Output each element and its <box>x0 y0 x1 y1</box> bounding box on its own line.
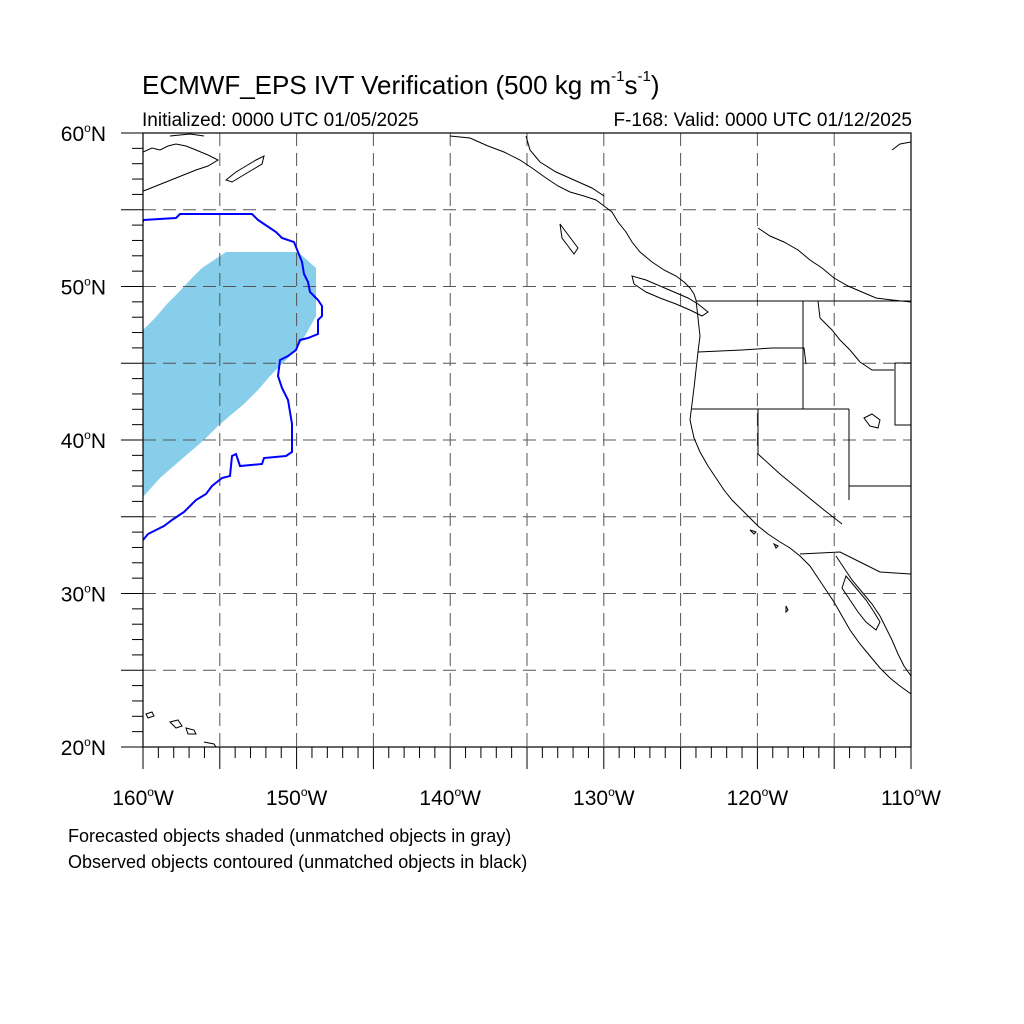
island-guadalupe <box>785 605 789 614</box>
border-alaska-canada <box>525 135 605 197</box>
coastline-haida-gwaii <box>559 223 579 255</box>
coastline-panhandle <box>449 135 697 301</box>
island-channel-1 <box>749 529 757 535</box>
coastline-vancouver-island <box>631 275 709 317</box>
coastline-north-interior <box>757 227 911 303</box>
island-channel-2 <box>772 542 779 549</box>
coastline-kodiak <box>224 155 265 183</box>
coastline-us-west <box>689 299 911 695</box>
observed-legend-note: Observed objects contoured (unmatched ob… <box>68 852 528 872</box>
lake-great-salt <box>863 413 881 429</box>
lon-tick-label: 120oW <box>727 785 789 810</box>
lat-tick-label: 50oN <box>61 275 106 300</box>
island-hawaii-3 <box>185 727 197 735</box>
lon-tick-label: 110oW <box>881 785 941 810</box>
coastline-baja <box>835 555 911 677</box>
observed-ivt-contour <box>143 213 323 541</box>
longitude-labels: 160oW 150oW 140oW 130oW 120oW 110oW <box>112 785 941 810</box>
lon-tick-label: 140oW <box>419 785 481 810</box>
lon-tick-label: 150oW <box>266 785 328 810</box>
lon-tick-label: 130oW <box>573 785 635 810</box>
lat-tick-label: 60oN <box>61 121 106 146</box>
coastline-northeast <box>891 141 911 151</box>
border-wa-or <box>697 347 807 365</box>
island-hawaii-1 <box>145 711 155 719</box>
latitude-labels: 20oN 30oN 40oN 50oN 60oN <box>61 121 106 760</box>
island-hawaii-2 <box>169 719 183 729</box>
coastline-top-edge <box>169 133 205 137</box>
forecast-legend-note: Forecasted objects shaded (unmatched obj… <box>68 826 512 846</box>
border-us-mexico <box>799 551 911 575</box>
coastline-gulf-california <box>841 574 881 631</box>
lat-tick-label: 40oN <box>61 428 106 453</box>
island-hawaii-4 <box>203 741 217 747</box>
map-gridlines <box>143 133 911 747</box>
coastline-alaska-peninsula <box>143 143 220 192</box>
border-montana <box>894 362 911 426</box>
lat-tick-label: 20oN <box>61 735 106 760</box>
initialized-time: Initialized: 0000 UTC 01/05/2025 <box>142 110 419 131</box>
map-ticks <box>121 132 912 769</box>
valid-time: F-168: Valid: 0000 UTC 01/12/2025 <box>613 110 912 131</box>
border-idaho-east <box>817 300 894 371</box>
border-ca-nv <box>757 409 843 525</box>
lon-tick-label: 160oW <box>112 785 174 810</box>
map-title: ECMWF_EPS IVT Verification (500 kg m-1s-… <box>142 68 660 100</box>
forecast-ivt-object <box>143 252 316 497</box>
lat-tick-label: 30oN <box>61 582 106 607</box>
